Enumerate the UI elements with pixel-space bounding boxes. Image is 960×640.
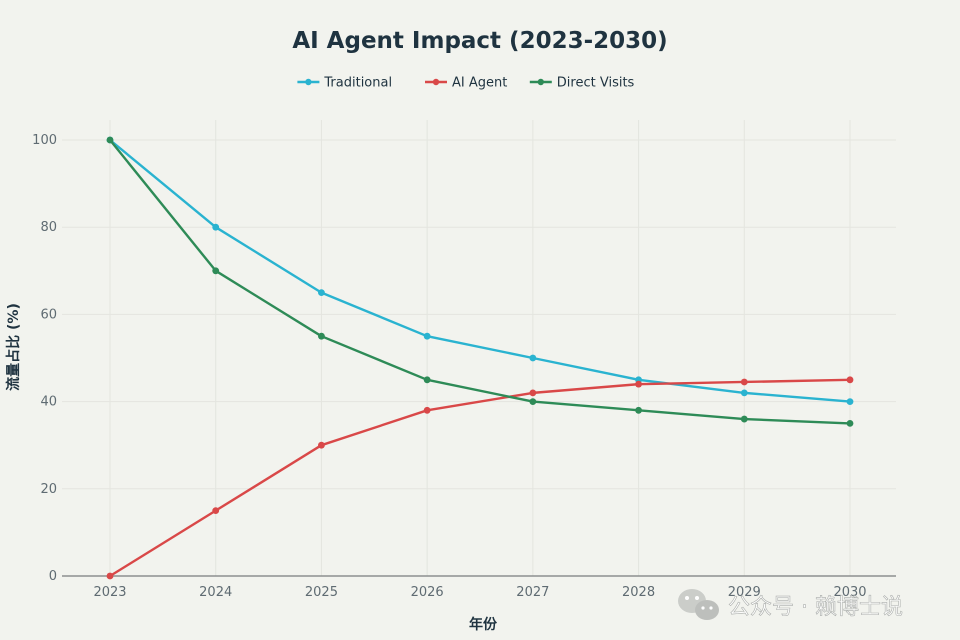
wechat-icon — [678, 589, 719, 620]
series-ai-agent — [106, 376, 854, 580]
x-tick-label: 2024 — [199, 585, 232, 600]
legend-item-traditional: Traditional — [297, 76, 392, 91]
x-axis-label: 年份 — [469, 616, 498, 633]
legend-swatch-marker — [537, 78, 544, 86]
data-point-direct-visits — [635, 406, 642, 414]
data-point-ai-agent — [635, 380, 642, 388]
data-point-ai-agent — [529, 389, 537, 397]
data-point-traditional — [212, 223, 220, 231]
legend-swatch-marker — [305, 78, 312, 86]
x-axis-ticks: 2023 2024 2025 2026 2027 2028 2029 2030 — [93, 585, 866, 600]
legend-label: Direct Visits — [557, 76, 635, 91]
x-tick-label: 2030 — [833, 585, 866, 600]
y-tick-label: 100 — [32, 133, 57, 148]
y-tick-label: 0 — [49, 569, 57, 584]
data-point-direct-visits — [106, 136, 114, 144]
series-group — [106, 136, 854, 580]
series-line-traditional — [108, 138, 852, 403]
chart-title: AI Agent Impact (2023-2030) — [292, 28, 667, 54]
y-axis-label: 流量占比 (%) — [5, 303, 22, 391]
watermark: 公众号 · 赖博士说 — [678, 589, 903, 620]
data-point-direct-visits — [846, 420, 854, 427]
legend-item-ai-agent: AI Agent — [425, 76, 507, 91]
y-tick-label: 40 — [40, 395, 57, 410]
data-point-direct-visits — [423, 376, 431, 384]
y-tick-label: 80 — [40, 220, 57, 235]
data-point-ai-agent — [740, 378, 748, 386]
legend-label: Traditional — [323, 76, 392, 91]
series-line-ai-agent — [108, 378, 852, 578]
watermark-text: 公众号 · 赖博士说 — [728, 595, 903, 620]
x-tick-label: 2023 — [93, 585, 126, 600]
legend-swatch-marker — [432, 78, 440, 86]
chart-legend: Traditional AI Agent Direct Visits — [297, 76, 635, 91]
y-tick-label: 60 — [40, 307, 57, 322]
x-tick-label: 2027 — [516, 585, 549, 600]
data-point-ai-agent — [846, 376, 854, 384]
y-axis-ticks: 0 20 40 60 80 100 — [32, 133, 57, 584]
legend-item-direct-visits: Direct Visits — [529, 76, 635, 91]
data-point-traditional — [318, 289, 325, 296]
data-point-ai-agent — [212, 507, 220, 514]
series-direct-visits — [106, 136, 854, 427]
x-tick-label: 2025 — [305, 585, 338, 600]
x-tick-label: 2026 — [411, 585, 444, 600]
data-point-direct-visits — [740, 415, 748, 423]
series-line-direct-visits — [108, 138, 852, 425]
data-point-direct-visits — [318, 332, 325, 340]
data-point-direct-visits — [212, 267, 220, 275]
x-tick-label: 2029 — [728, 585, 761, 600]
data-point-traditional — [423, 332, 431, 340]
legend-label: AI Agent — [452, 76, 507, 91]
data-point-traditional — [846, 398, 854, 405]
x-tick-label: 2028 — [622, 585, 655, 600]
data-point-traditional — [740, 389, 748, 397]
data-point-traditional — [529, 354, 537, 362]
data-point-ai-agent — [318, 441, 325, 449]
data-point-ai-agent — [106, 572, 114, 580]
y-tick-label: 20 — [40, 482, 57, 497]
data-point-ai-agent — [423, 406, 431, 414]
data-point-direct-visits — [529, 398, 537, 405]
